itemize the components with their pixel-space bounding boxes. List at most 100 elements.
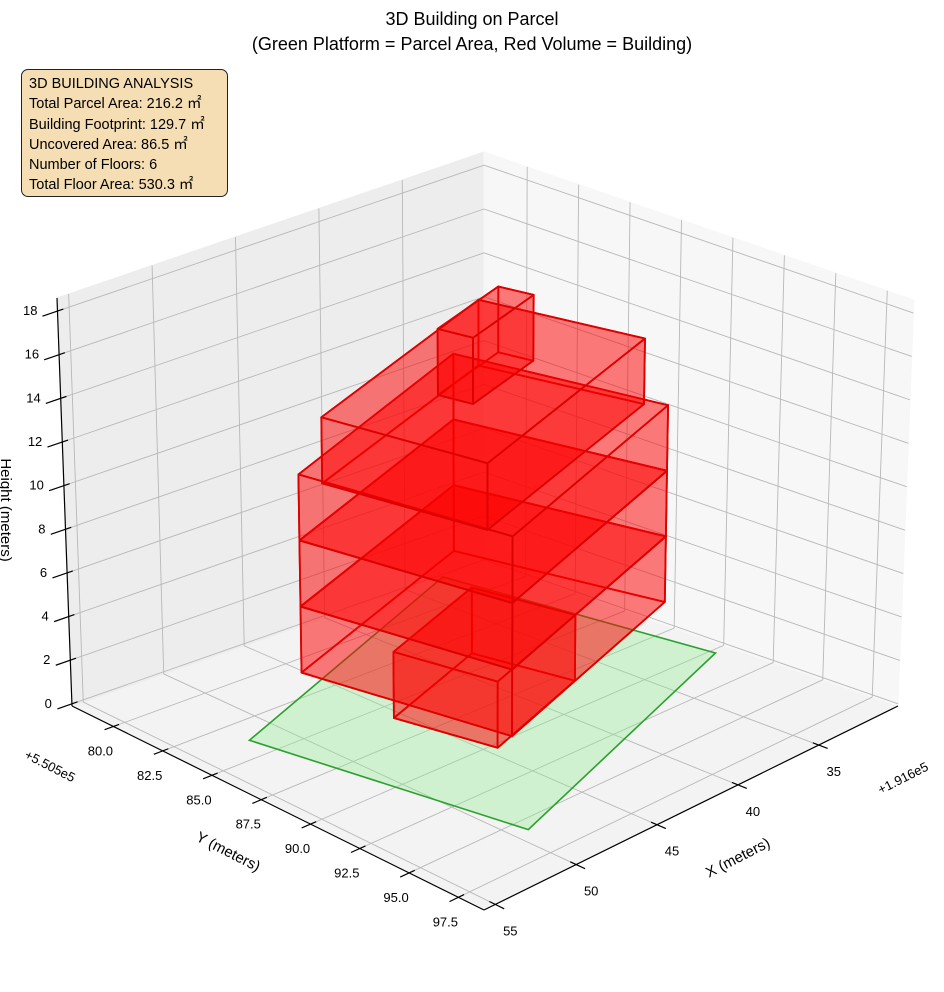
y-tick-mark bbox=[202, 772, 218, 780]
grid-line-z bbox=[483, 208, 912, 357]
x-tick-label: 35 bbox=[827, 764, 841, 779]
x-tick-mark bbox=[489, 900, 505, 910]
grid-line-y bbox=[310, 644, 724, 825]
x-tick-mark bbox=[812, 742, 828, 749]
floor-5-side-face bbox=[320, 416, 489, 531]
info-uncovered-area: Uncovered Area: 86.5 ㎡ bbox=[29, 136, 188, 153]
z-tick-mark bbox=[45, 395, 67, 405]
z-tick-label: 0 bbox=[45, 696, 52, 711]
y-tick-label: 90.0 bbox=[285, 841, 310, 856]
grid-line-z bbox=[483, 383, 906, 531]
y-tick-mark bbox=[350, 845, 366, 854]
y-offset-text: +5.505e5 bbox=[22, 747, 77, 785]
grid-line-z bbox=[483, 427, 904, 574]
grid-line-y bbox=[772, 255, 785, 663]
z-tick-mark bbox=[55, 657, 77, 666]
right-back-pane bbox=[483, 151, 915, 707]
grid-line-y bbox=[261, 627, 675, 801]
info-building-footprint: Building Footprint: 129.7 ㎡ bbox=[29, 116, 205, 133]
z-tick-label: 16 bbox=[25, 347, 39, 362]
building-layer bbox=[297, 285, 669, 749]
grid-line-z bbox=[57, 164, 485, 312]
y-tick-label: 82.5 bbox=[137, 768, 162, 783]
grid-line-z bbox=[483, 164, 914, 314]
chart-subtitle: (Green Platform = Parcel Area, Red Volum… bbox=[252, 34, 692, 54]
z-tick-mark bbox=[43, 352, 66, 361]
y-tick-label: 92.5 bbox=[334, 866, 359, 881]
z-tick-label: 2 bbox=[43, 652, 50, 667]
grid-line-z bbox=[71, 559, 485, 705]
grid-line-z bbox=[483, 296, 909, 444]
z-tick-label: 4 bbox=[41, 609, 48, 624]
grid-line-z bbox=[68, 471, 485, 617]
z-axis-label: Height (meters) bbox=[0, 458, 14, 561]
grid-line-z bbox=[58, 208, 485, 356]
axes-layer: 354045505580.082.585.087.590.092.595.097… bbox=[23, 297, 899, 938]
z-tick-label: 8 bbox=[38, 521, 45, 536]
z-tick-label: 10 bbox=[29, 478, 43, 493]
grid-line-z bbox=[483, 252, 911, 401]
y-tick-label: 87.5 bbox=[236, 817, 261, 832]
x-tick-label: 55 bbox=[503, 923, 517, 938]
z-tick-mark bbox=[57, 701, 78, 710]
grid-line-y bbox=[624, 202, 631, 611]
info-number-of-floors: Number of Floors: 6 bbox=[29, 157, 158, 174]
parcel-layer bbox=[247, 576, 718, 831]
grid-line-y bbox=[211, 610, 625, 776]
grid-line-z bbox=[62, 296, 485, 443]
floor-4-side-face bbox=[297, 473, 514, 604]
grid-line-x bbox=[68, 293, 84, 703]
z-tick-label: 12 bbox=[28, 434, 42, 449]
grid-line-z bbox=[70, 515, 485, 661]
y-tick-label: 80.0 bbox=[88, 743, 113, 758]
y-tick-mark bbox=[449, 894, 465, 903]
analysis-info-box: 3D BUILDING ANALYSIS Total Parcel Area: … bbox=[21, 69, 228, 197]
grid-line-x bbox=[83, 701, 496, 905]
grid-line-x bbox=[401, 179, 406, 590]
grid-line-x bbox=[324, 617, 739, 786]
y-tick-label: 95.0 bbox=[383, 890, 408, 905]
z-tick-mark bbox=[52, 570, 74, 579]
x-tick-label: 40 bbox=[746, 804, 760, 819]
x-offset-text: +1.916e5 bbox=[875, 759, 930, 797]
x-axis-label: X (meters) bbox=[703, 835, 773, 882]
grid-line-y bbox=[871, 290, 888, 698]
grid-line-z bbox=[60, 252, 485, 399]
grid-line-y bbox=[822, 273, 837, 680]
grid-line-z bbox=[483, 340, 907, 488]
z-tick-label: 14 bbox=[26, 390, 40, 405]
y-tick-label: 97.5 bbox=[433, 914, 458, 929]
grid-line-x bbox=[318, 208, 326, 618]
floor-6-side-face bbox=[436, 327, 474, 405]
grid-line-y bbox=[673, 219, 682, 629]
parcel-platform bbox=[247, 576, 718, 831]
grid-line-z bbox=[483, 559, 899, 705]
y-tick-label: 85.0 bbox=[186, 792, 211, 807]
y-tick-mark bbox=[252, 796, 268, 804]
y-axis-label: Y (meters) bbox=[193, 829, 263, 876]
x-tick-label: 45 bbox=[665, 844, 679, 859]
x-tick-mark bbox=[570, 861, 586, 870]
grid-line-z bbox=[65, 383, 485, 530]
grid-line-z bbox=[483, 471, 902, 618]
grid-line-z bbox=[63, 340, 485, 487]
z-tick-label: 18 bbox=[23, 303, 37, 318]
grid-line-x bbox=[404, 589, 819, 746]
grid-line-y bbox=[359, 662, 774, 849]
x-axis-line bbox=[483, 705, 899, 911]
y-tick-mark bbox=[153, 748, 169, 755]
grid-lines bbox=[57, 164, 914, 905]
z-tick-mark bbox=[48, 483, 70, 492]
z-tick-label: 6 bbox=[40, 565, 47, 580]
axis-panes bbox=[56, 151, 915, 911]
info-heading: 3D BUILDING ANALYSIS bbox=[29, 76, 194, 92]
y-tick-mark bbox=[399, 869, 415, 878]
grid-line-y bbox=[408, 679, 823, 874]
x-tick-mark bbox=[731, 781, 748, 790]
grid-line-x bbox=[163, 673, 577, 865]
z-tick-mark bbox=[53, 614, 75, 623]
y-tick-mark bbox=[301, 821, 317, 829]
chart-title: 3D Building on Parcel bbox=[385, 9, 558, 29]
x-tick-mark bbox=[650, 821, 667, 830]
